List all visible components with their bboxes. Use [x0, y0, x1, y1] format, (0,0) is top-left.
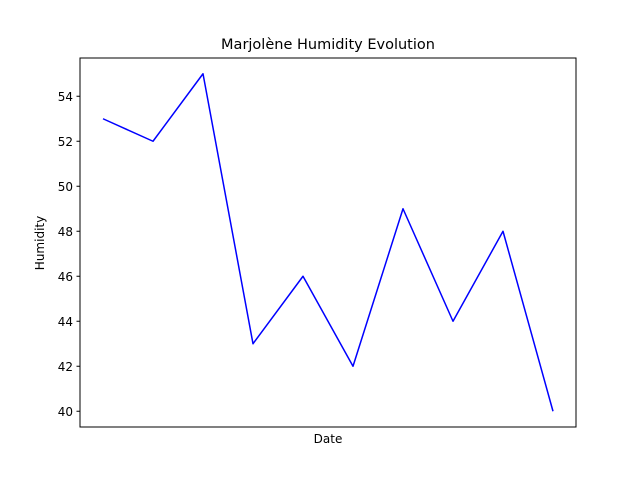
y-ticks: 40 42 44 46 48 50 52 54: [58, 90, 80, 419]
y-tick-label: 48: [58, 225, 73, 239]
y-tick-label: 52: [58, 135, 73, 149]
y-tick-label: 46: [58, 270, 73, 284]
plot-layer: [102, 73, 554, 412]
y-tick-label: 44: [58, 315, 73, 329]
y-tick-label: 40: [58, 405, 73, 419]
y-tick-label: 50: [58, 180, 73, 194]
y-tick-label: 42: [58, 360, 73, 374]
y-axis-label: Humidity: [33, 216, 47, 270]
chart-title: Marjolène Humidity Evolution: [221, 37, 435, 53]
plot-frame: [79, 57, 577, 428]
y-tick-label: 54: [58, 90, 73, 104]
x-axis-label: Date: [314, 432, 343, 446]
humidity-series-line: [102, 73, 554, 412]
